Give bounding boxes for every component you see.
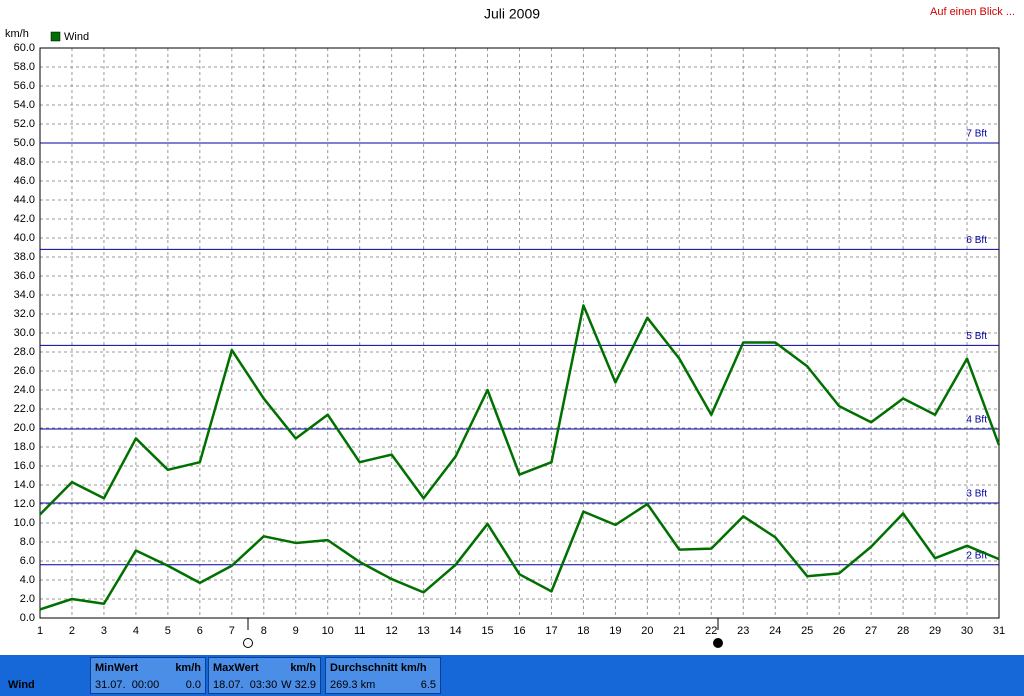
cell-date: 31.07. 00:00 — [95, 679, 160, 691]
cell-date: 18.07. 03:30 — [213, 679, 278, 691]
y-tick-label: 48.0 — [14, 156, 35, 168]
x-tick-label: 15 — [481, 625, 493, 637]
x-tick-label: 21 — [673, 625, 685, 637]
x-tick-label: 16 — [513, 625, 525, 637]
overview-link[interactable]: Auf einen Blick ... — [930, 6, 1015, 18]
y-tick-label: 28.0 — [14, 346, 35, 358]
y-tick-label: 8.0 — [20, 536, 35, 548]
beaufort-label: 5 Bft — [966, 331, 987, 342]
y-tick-label: 60.0 — [14, 42, 35, 54]
cell-title: Durchschnitt km/h — [330, 662, 427, 674]
x-tick-label: 19 — [609, 625, 621, 637]
y-tick-label: 34.0 — [14, 289, 35, 301]
wind-line — [39, 304, 1001, 516]
x-tick-label: 10 — [322, 625, 334, 637]
cell-unit: km/h — [175, 662, 201, 674]
y-tick-label: 36.0 — [14, 270, 35, 282]
y-tick-label: 24.0 — [14, 384, 35, 396]
y-tick-label: 6.0 — [20, 555, 35, 567]
x-tick-label: 5 — [165, 625, 171, 637]
beaufort-label: 7 Bft — [966, 129, 987, 140]
plot-frame — [39, 47, 1000, 619]
legend-swatch — [50, 31, 61, 42]
y-tick-label: 12.0 — [14, 498, 35, 510]
x-tick-label: 14 — [449, 625, 461, 637]
y-tick-label: 20.0 — [14, 422, 35, 434]
y-tick-label: 44.0 — [14, 194, 35, 206]
footer-label: Wind — [8, 679, 35, 691]
y-tick-label: 54.0 — [14, 99, 35, 111]
x-tick-label: 27 — [865, 625, 877, 637]
chart-title: Juli 2009 — [484, 6, 540, 22]
x-tick-label: 9 — [293, 625, 299, 637]
cell-title: MaxWert — [213, 662, 259, 674]
y-tick-label: 14.0 — [14, 479, 35, 491]
x-tick-label: 26 — [833, 625, 845, 637]
x-tick-label: 6 — [197, 625, 203, 637]
x-tick-label: 8 — [261, 625, 267, 637]
y-tick-label: 0.0 — [20, 612, 35, 624]
cell-value: 0.0 — [185, 679, 201, 691]
cell-total: 269.3 km — [330, 679, 376, 691]
cell-title: MinWert — [95, 662, 139, 674]
footer: Wind MinWert km/h 31.07. 00:00 0.0 MaxWe… — [0, 655, 1024, 696]
beaufort-label: 2 Bft — [966, 550, 987, 561]
y-tick-label: 46.0 — [14, 175, 35, 187]
new-moon-icon — [713, 638, 723, 648]
full-moon-icon — [243, 638, 253, 648]
x-tick-label: 13 — [417, 625, 429, 637]
beaufort-label: 4 Bft — [966, 415, 987, 426]
y-tick-label: 2.0 — [20, 593, 35, 605]
wind-line — [39, 502, 1000, 611]
y-tick-label: 52.0 — [14, 118, 35, 130]
y-tick-label: 38.0 — [14, 251, 35, 263]
x-tick-label: 12 — [386, 625, 398, 637]
x-tick-label: 30 — [961, 625, 973, 637]
y-tick-label: 4.0 — [20, 574, 35, 586]
x-tick-label: 7 — [229, 625, 235, 637]
cell-value: W 32.9 — [281, 679, 316, 691]
x-tick-label: 28 — [897, 625, 909, 637]
x-tick-label: 3 — [101, 625, 107, 637]
x-tick-label: 11 — [354, 625, 365, 637]
y-axis-label: km/h — [5, 28, 29, 40]
cell-unit: km/h — [290, 662, 316, 674]
max-cell: MaxWert km/h 18.07. 03:30 W 32.9 — [208, 657, 321, 694]
x-tick-label: 18 — [577, 625, 589, 637]
x-tick-label: 23 — [737, 625, 749, 637]
cell-value: 6.5 — [420, 679, 436, 691]
y-tick-label: 22.0 — [14, 403, 35, 415]
beaufort-label: 3 Bft — [966, 489, 987, 500]
chart: Juli 2009 Auf einen Blick ... km/h Wind … — [5, 6, 1015, 648]
y-tick-label: 16.0 — [14, 460, 35, 472]
y-tick-label: 50.0 — [14, 137, 35, 149]
x-tick-label: 20 — [641, 625, 653, 637]
legend-label: Wind — [64, 31, 89, 43]
x-tick-label: 17 — [545, 625, 557, 637]
y-tick-label: 58.0 — [14, 61, 35, 73]
y-tick-label: 32.0 — [14, 308, 35, 320]
x-tick-label: 1 — [37, 625, 43, 637]
y-tick-label: 40.0 — [14, 232, 35, 244]
x-tick-label: 2 — [69, 625, 75, 637]
y-tick-label: 42.0 — [14, 213, 35, 225]
y-tick-label: 26.0 — [14, 365, 35, 377]
y-tick-label: 10.0 — [14, 517, 35, 529]
x-tick-label: 22 — [705, 625, 717, 637]
x-tick-label: 4 — [133, 625, 139, 637]
min-cell: MinWert km/h 31.07. 00:00 0.0 — [90, 657, 206, 694]
y-tick-label: 30.0 — [14, 327, 35, 339]
x-tick-label: 29 — [929, 625, 941, 637]
x-tick-label: 31 — [993, 625, 1005, 637]
y-tick-label: 18.0 — [14, 441, 35, 453]
avg-cell: Durchschnitt km/h 269.3 km 6.5 — [325, 657, 441, 694]
x-tick-label: 25 — [801, 625, 813, 637]
y-tick-label: 56.0 — [14, 80, 35, 92]
beaufort-label: 6 Bft — [966, 235, 987, 246]
x-tick-label: 24 — [769, 625, 781, 637]
